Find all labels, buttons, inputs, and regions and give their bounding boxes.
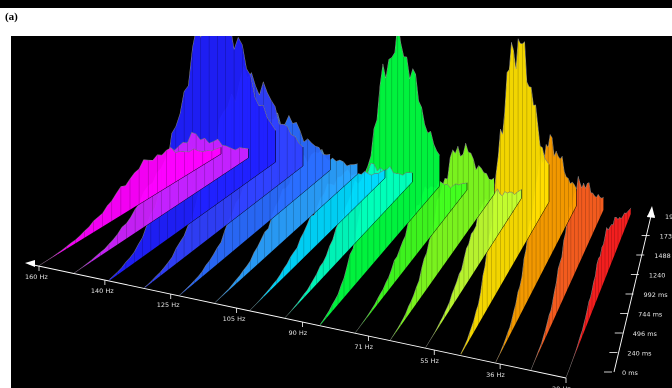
time-tick-label: 1240 bbox=[649, 272, 666, 280]
ridge-line bbox=[460, 37, 550, 355]
frequency-tick-label: 36 Hz bbox=[486, 371, 505, 379]
frequency-tick-label: 55 Hz bbox=[420, 357, 439, 365]
top-bar bbox=[0, 0, 672, 8]
ridge-line bbox=[109, 36, 276, 280]
ridge-line bbox=[38, 147, 222, 266]
frequency-axis-arrow bbox=[25, 260, 35, 267]
ridge-line bbox=[319, 36, 440, 325]
frequency-tick-label: 160 Hz bbox=[25, 273, 48, 281]
time-tick-label: 1736 bbox=[660, 233, 672, 241]
frequency-tick-label: 71 Hz bbox=[354, 343, 373, 351]
time-tick-label: 1984 bbox=[665, 213, 672, 221]
frequency-tick-label: 20 Hz bbox=[552, 385, 571, 388]
frequency-tick-label: 140 Hz bbox=[91, 287, 114, 295]
waterfall-chart: 160 Hz 140 Hz 125 Hz 105 Hz 90 Hz 71 Hz 55 Hz 3… bbox=[25, 36, 672, 388]
time-tick-label: 240 ms bbox=[627, 350, 652, 358]
time-tick-label: 496 ms bbox=[633, 330, 658, 338]
time-axis-arrow bbox=[647, 206, 655, 218]
frequency-axis bbox=[28, 263, 567, 379]
frequency-tick-label: 105 Hz bbox=[223, 315, 246, 323]
time-tick-label: 992 ms bbox=[644, 291, 669, 299]
ridge-line bbox=[565, 207, 632, 378]
waterfall-plot: 160 Hz 140 Hz 125 Hz 105 Hz 90 Hz 71 Hz 55 Hz 3… bbox=[11, 36, 672, 388]
ridge-line bbox=[425, 188, 522, 348]
frequency-tick-label: 90 Hz bbox=[289, 329, 308, 337]
frequency-tick-label: 125 Hz bbox=[157, 301, 180, 309]
time-tick-label: 744 ms bbox=[638, 311, 663, 319]
time-tick-label: 0 ms bbox=[622, 369, 639, 377]
panel-label: (a) bbox=[5, 11, 18, 23]
time-tick-label: 1488 bbox=[654, 252, 671, 260]
